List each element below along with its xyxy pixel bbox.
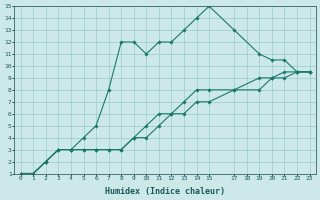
X-axis label: Humidex (Indice chaleur): Humidex (Indice chaleur) — [105, 187, 225, 196]
